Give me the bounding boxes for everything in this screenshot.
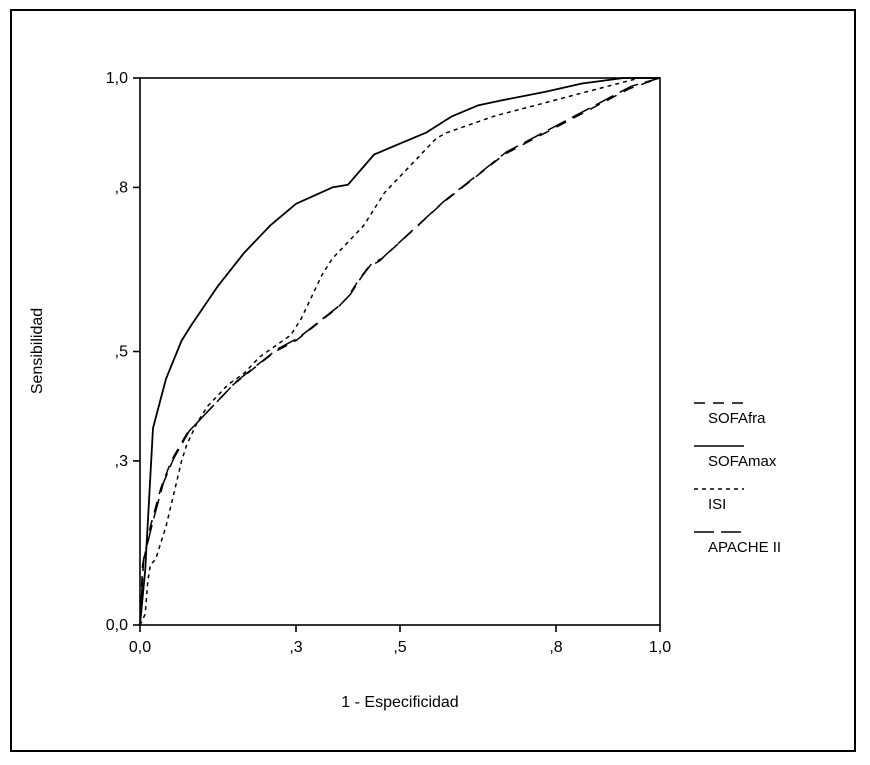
roc-curve-sofamax	[139, 77, 660, 626]
legend-label-apache-ii: APACHE II	[708, 539, 782, 556]
y-tick-label: 0,0	[106, 617, 128, 634]
legend-line-sample-sofafra	[694, 402, 744, 404]
legend-line-sample-isi	[694, 488, 744, 490]
plot-frame	[139, 77, 661, 626]
legend-label-sofamax: SOFAmax	[708, 453, 777, 470]
x-axis-label: 1 - Especificidad	[341, 694, 459, 711]
chart-legend: SOFAfra SOFAmax ISI APACHE II	[692, 398, 857, 570]
roc-curve-isi	[139, 77, 660, 626]
roc-curve-apache-ii	[139, 77, 661, 626]
y-tick-label: 1,0	[106, 70, 128, 87]
figure-border	[10, 9, 856, 752]
x-tick-label: 1,0	[649, 639, 671, 656]
legend-line-sample-apache-ii	[694, 531, 744, 533]
x-tick-label: ,8	[549, 639, 562, 656]
x-tick-label: ,3	[289, 639, 302, 656]
x-tick-label: 0,0	[129, 639, 151, 656]
y-tick-label: ,8	[115, 179, 128, 196]
legend-item-sofafra: SOFAfra	[692, 398, 857, 427]
legend-item-sofamax: SOFAmax	[692, 441, 857, 470]
legend-label-isi: ISI	[708, 496, 727, 513]
legend-line-sample-sofamax	[694, 445, 744, 447]
legend-item-isi: ISI	[692, 484, 857, 513]
x-tick-label: ,5	[393, 639, 406, 656]
y-axis-label: Sensibilidad	[29, 307, 46, 395]
y-tick-label: ,3	[115, 453, 128, 470]
legend-label-sofafra: SOFAfra	[708, 410, 766, 427]
legend-item-apache-ii: APACHE II	[692, 527, 857, 556]
y-tick-label: ,5	[115, 344, 128, 361]
roc-curve-sofafra	[139, 77, 661, 626]
